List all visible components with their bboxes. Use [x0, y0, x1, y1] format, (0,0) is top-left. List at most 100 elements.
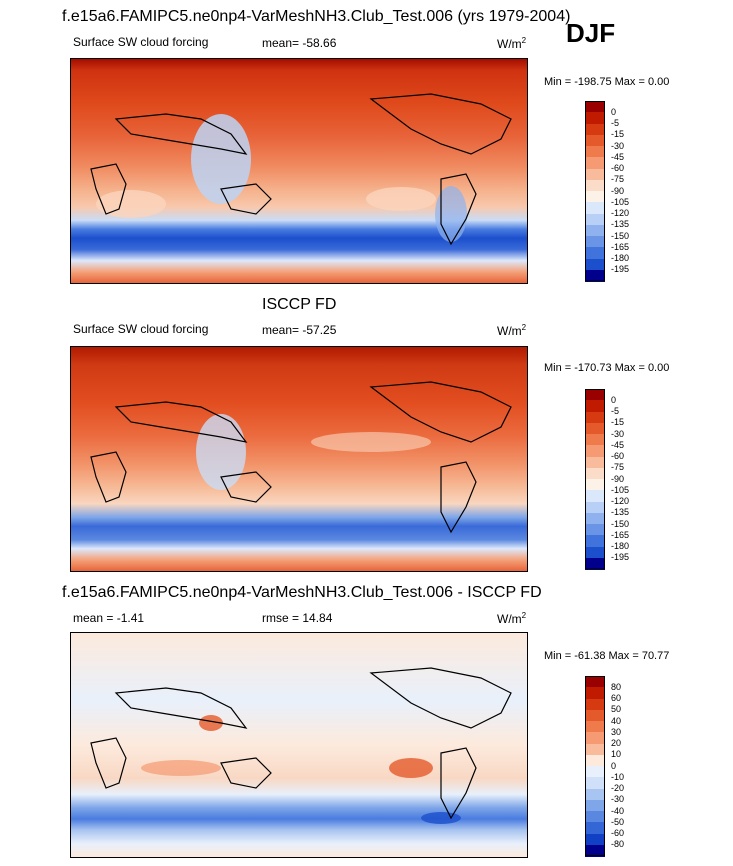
panel2-colorbar-swatch: [585, 512, 605, 525]
panel1-colorbar-tick-label: -90: [611, 185, 625, 196]
panel1-colorbar-tick-label: -15: [611, 129, 625, 140]
panel3-colorbar-swatch: [585, 833, 605, 846]
panel2-map-svg: [71, 347, 527, 571]
panel1-colorbar-tick-label: -105: [611, 196, 630, 207]
panel3-colorbar-swatch: [585, 777, 605, 789]
panel2-colorbar-tick-label: 0: [611, 394, 617, 405]
panel3-colorbar-tick-label: 60: [611, 693, 622, 703]
panel3-colorbar-tick-label: -20: [611, 783, 625, 793]
panel2-colorbar-tick-label: -60: [611, 451, 625, 461]
panel1-colorbar-swatch: [585, 134, 605, 147]
panel1-colorbar-tick-label: -75: [611, 174, 625, 185]
panel3-colorbar-frame: [585, 676, 605, 856]
panel1-variable: Surface SW cloud forcing: [73, 35, 209, 49]
panel1-colorbar-swatch: [585, 202, 605, 214]
panel3-colorbar-swatch: [585, 766, 605, 778]
panel2-colorbar-tick-label: -105: [611, 484, 630, 495]
main-title: f.e15a6.FAMIPC5.ne0np4-VarMeshNH3.Club_T…: [62, 8, 571, 25]
panel2-colorbar-tick-label: -195: [611, 552, 630, 563]
panel2-colorbar-swatch: [585, 389, 605, 401]
panel2-colorbar-tick-label: -165: [611, 529, 630, 540]
panel3-colorbar-tick-label: 0: [611, 760, 617, 771]
panel1-colorbar-swatch: [585, 191, 605, 203]
panel2-units: W/m2: [497, 323, 527, 338]
panel1-colorbar-swatch: [585, 224, 605, 237]
panel1-colorbar-swatch: [585, 213, 605, 226]
panel2-colorbar-swatch: [585, 479, 605, 491]
panel3-coastlines: [90, 667, 512, 820]
panel3-mean: mean = -1.41: [73, 611, 145, 625]
panel1-colorbar-swatch: [585, 112, 605, 124]
panel1-colorbar-tick-label: -30: [611, 140, 625, 151]
panel1-units: W/m2: [497, 36, 527, 51]
panel3-colorbar-tick-label: -50: [611, 816, 625, 827]
panel3-map-svg: [71, 633, 527, 857]
panel3-colorbar-swatch: [585, 822, 605, 834]
panel1-colorbar-swatch: [585, 247, 605, 259]
panel1-colorbar-swatch: [585, 157, 605, 169]
panel3-colorbar-tick-label: -30: [611, 794, 625, 805]
panel1-colorbar-swatch: [585, 123, 605, 136]
panel1-colorbar-tick-label: -60: [611, 163, 625, 173]
panel2-minmax: Min = -170.73 Max = 0.00: [544, 362, 670, 374]
panel2-colorbar-tick-label: -135: [611, 507, 630, 518]
panel3-colorbar-swatch: [585, 721, 605, 733]
panel1-colorbar-tick-label: -120: [611, 208, 630, 218]
panel2-colorbar-tick-label: -30: [611, 428, 625, 439]
panel2-maritime-low: [196, 414, 246, 490]
panel1-colorbar-swatch: [585, 258, 605, 271]
panel3-colorbar-tick-label: 10: [611, 749, 622, 760]
panel3-rmse: rmse = 14.84: [262, 611, 333, 625]
panel1-colorbar-tick-label: -150: [611, 230, 630, 241]
panel3-title: f.e15a6.FAMIPC5.ne0np4-VarMeshNH3.Club_T…: [62, 584, 542, 601]
panel3-minmax: Min = -61.38 Max = 70.77: [544, 650, 670, 662]
panel2-colorbar-tick-label: -15: [611, 417, 625, 428]
panel3-colorbar-tick-label: 50: [611, 704, 622, 715]
panel2-colorbar-swatch: [585, 490, 605, 502]
panel3-colorbar-swatch: [585, 788, 605, 801]
panel2-colorbar-swatch: [585, 557, 605, 570]
panel1-colorbar-swatch: [585, 146, 605, 158]
panel3-colorbar-tick-label: -60: [611, 828, 625, 838]
panel1-pacific-patch: [366, 187, 436, 211]
panel3-colorbar-swatch: [585, 844, 605, 857]
panel2-colorbar-swatch: [585, 501, 605, 514]
panel3-colorbar-swatch: [585, 754, 605, 767]
panel2-colorbar-swatch: [585, 524, 605, 536]
panel1-colorbar-tick-label: 0: [611, 106, 617, 117]
panel3-colorbar-tick-label: 40: [611, 715, 622, 726]
panel1-samerica-low: [435, 186, 467, 242]
panel1-colorbar-tick-label: -165: [611, 241, 630, 252]
season-label: DJF: [566, 18, 616, 48]
panel2-colorbar-swatch: [585, 467, 605, 480]
panel3-colorbar-tick-label: -40: [611, 805, 625, 816]
panel2-colorbar: 0 -5 -15 -30 -45 -60 -75 -90 -105 -120 -135 -150 -16…: [585, 389, 665, 571]
panel1-colorbar-swatch: [585, 236, 605, 248]
panel2-colorbar-tick-label: -120: [611, 496, 630, 506]
panel3-positive-anomaly-3: [141, 760, 221, 776]
panel3-colorbar-swatch: [585, 811, 605, 823]
panel2-colorbar-tick-label: -180: [611, 541, 630, 551]
panel3-colorbar-swatch: [585, 698, 605, 711]
panel3-negative-anomaly: [421, 812, 461, 824]
panel3-colorbar-tick-label: 80: [611, 681, 622, 692]
panel3-colorbar-swatch: [585, 687, 605, 699]
panel3-colorbar-swatch: [585, 743, 605, 756]
panel1-map-svg: [71, 59, 527, 283]
panel3-colorbar-tick-label: 30: [611, 726, 622, 737]
panel3-colorbar: 80 60 50 40 30 20 10 0 -10 -20 -30 -40 -50 -60 -80: [585, 676, 665, 858]
panel2-colorbar-tick-label: -90: [611, 473, 625, 484]
panel1-colorbar-swatch: [585, 168, 605, 181]
panel3-units: W/m2: [497, 611, 527, 626]
panel2-mean: mean= -57.25: [262, 323, 337, 337]
panel1-mean: mean= -58.66: [262, 36, 337, 50]
panel1-map: [70, 58, 528, 284]
panel3-map: [70, 632, 528, 858]
panel2-colorbar-swatch: [585, 546, 605, 559]
panel3-colorbar-swatch: [585, 732, 605, 744]
panel2-colorbar-tick-label: -150: [611, 518, 630, 529]
panel1-colorbar: 0 -5 -15 -30 -45 -60 -75 -90 -105 -120 -135 -150 -16…: [585, 101, 665, 283]
panel1-colorbar-frame: [585, 101, 605, 281]
panel2-colorbar-frame: [585, 389, 605, 569]
panel2-colorbar-swatch: [585, 456, 605, 469]
